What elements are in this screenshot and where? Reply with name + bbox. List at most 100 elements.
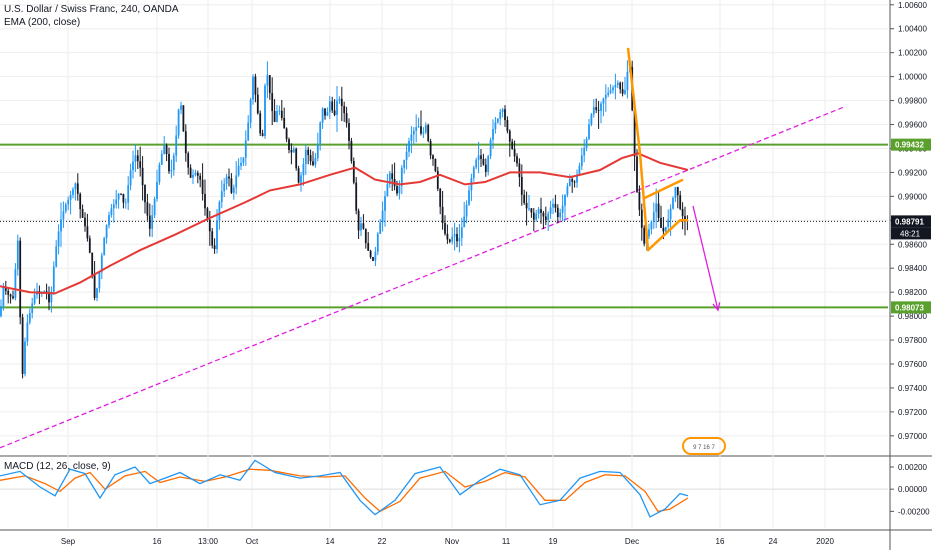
candle-body xyxy=(400,167,403,186)
candle-body xyxy=(571,179,574,182)
candle-body xyxy=(372,257,374,261)
candle-body xyxy=(616,82,619,85)
candle-body xyxy=(292,148,295,153)
candle-body xyxy=(580,155,583,167)
candle-body xyxy=(184,131,187,154)
candle-body xyxy=(136,155,139,162)
candle-body xyxy=(55,246,58,267)
candle-body xyxy=(268,75,271,94)
candle-body xyxy=(132,161,134,171)
candle-body xyxy=(208,219,211,232)
candle-body xyxy=(60,219,62,232)
candle-body xyxy=(602,98,605,104)
candle-body xyxy=(595,107,598,110)
countdown-tag xyxy=(891,227,931,240)
candle-body xyxy=(501,109,504,112)
candle-body xyxy=(297,168,300,183)
candle-body xyxy=(237,165,240,176)
candle-body xyxy=(259,113,262,134)
candle-body xyxy=(264,85,266,136)
candle-body xyxy=(93,274,96,298)
candle-body xyxy=(256,94,259,114)
price-tick-label: 0.97800 xyxy=(898,336,927,345)
price-tick-label: 0.99200 xyxy=(898,168,927,177)
candle-body xyxy=(124,202,127,204)
candle-body xyxy=(376,233,379,252)
candle-body xyxy=(388,173,391,185)
candle-body xyxy=(684,216,686,221)
time-tick-label: Dec xyxy=(625,537,639,546)
candle-body xyxy=(398,185,401,194)
candle-body xyxy=(336,100,338,115)
candle-body xyxy=(213,245,216,250)
candle-body xyxy=(182,105,185,132)
candle-body xyxy=(165,145,168,154)
candle-body xyxy=(410,134,413,141)
candle-body xyxy=(386,184,389,197)
macd-tick-label: -0.00200 xyxy=(898,507,930,516)
candle-body xyxy=(640,209,643,228)
countdown-label: 48:21 xyxy=(900,229,921,238)
candle-body xyxy=(326,112,329,116)
candle-body xyxy=(112,204,115,209)
projection-arrow-line xyxy=(692,205,719,311)
candle-body xyxy=(96,288,98,298)
candle-body xyxy=(484,164,487,172)
candle-body xyxy=(544,216,547,221)
candle-body xyxy=(141,167,144,186)
candle-body xyxy=(278,110,281,112)
candle-body xyxy=(451,236,454,242)
candle-body xyxy=(223,183,226,192)
candle-body xyxy=(549,207,552,214)
candle-body xyxy=(360,223,362,231)
candle-body xyxy=(381,210,384,223)
candle-body xyxy=(669,208,672,220)
macd-indicator-label: MACD (12, 26, close, 9) xyxy=(4,461,111,472)
candle-body xyxy=(252,76,254,100)
candle-body xyxy=(448,239,451,242)
candle-body xyxy=(276,111,278,122)
candle-body xyxy=(48,292,50,303)
candle-body xyxy=(530,208,533,213)
candle-body xyxy=(192,174,194,178)
candle-body xyxy=(28,312,31,323)
price-tick-label: 0.97000 xyxy=(898,432,927,441)
candle-body xyxy=(84,217,86,227)
candle-body xyxy=(129,170,132,186)
candle-body xyxy=(456,234,458,242)
candle-body xyxy=(614,84,617,88)
candle-body xyxy=(271,93,274,112)
candle-body xyxy=(312,161,314,165)
flag-pattern-outline xyxy=(626,47,688,252)
candle-body xyxy=(74,183,77,190)
candle-body xyxy=(331,101,334,111)
candle-body xyxy=(566,186,569,195)
candle-body xyxy=(374,251,377,261)
candle-body xyxy=(650,222,653,230)
candle-body xyxy=(482,158,485,165)
candle-body xyxy=(564,194,566,206)
candle-body xyxy=(396,186,398,194)
candle-body xyxy=(300,175,302,183)
candle-body xyxy=(117,193,120,200)
candle-body xyxy=(304,149,307,165)
candle-body xyxy=(302,164,305,176)
candle-body xyxy=(655,203,658,213)
candle-body xyxy=(391,173,394,180)
candle-body xyxy=(314,158,317,165)
projection-arrow-head xyxy=(712,302,721,312)
candle-body xyxy=(16,240,19,270)
candle-body xyxy=(578,166,581,176)
time-tick-label: 16 xyxy=(153,537,162,546)
candle-body xyxy=(2,286,5,307)
candle-body xyxy=(148,215,151,229)
candle-body xyxy=(475,159,478,168)
candle-body xyxy=(235,175,238,188)
candle-body xyxy=(316,143,319,159)
candle-body xyxy=(403,159,406,168)
candle-body xyxy=(240,162,242,166)
candle-body xyxy=(230,178,233,193)
